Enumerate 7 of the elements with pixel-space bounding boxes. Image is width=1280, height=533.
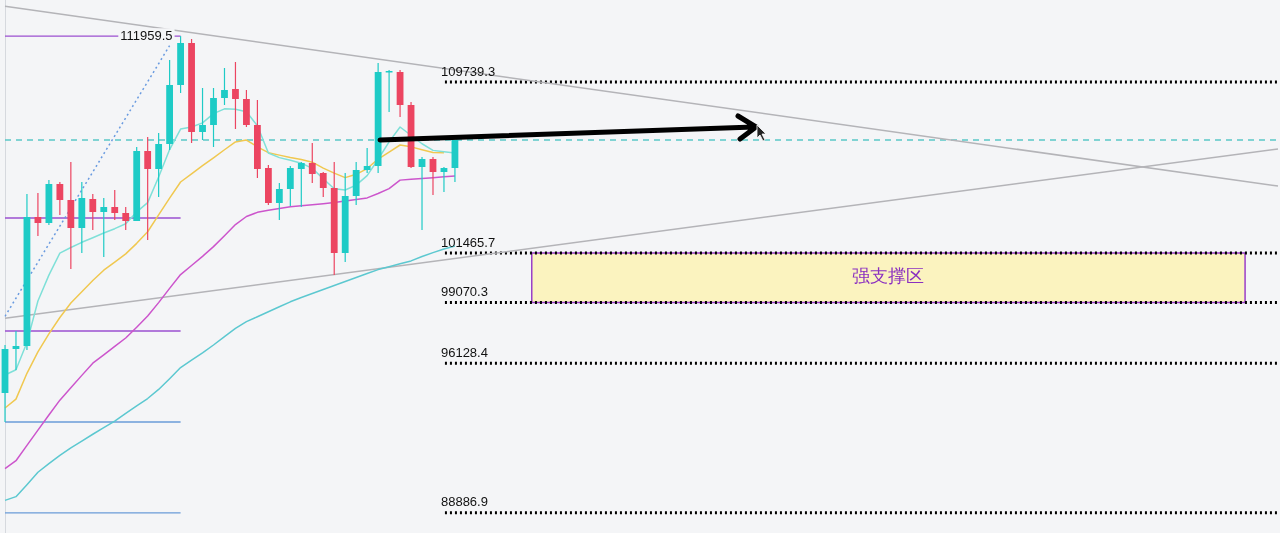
y-tick-label: 96128.4 [440, 344, 488, 360]
y-tick-label: 101465.7 [440, 234, 496, 250]
y-tick-label: 99070.3 [440, 284, 488, 300]
y-tick-label: 88886.9 [440, 494, 488, 510]
band-label: 强支撑区 [852, 265, 925, 287]
annotation: 111959.5 [120, 27, 173, 43]
y-tick-label: 109739.3 [440, 63, 496, 79]
